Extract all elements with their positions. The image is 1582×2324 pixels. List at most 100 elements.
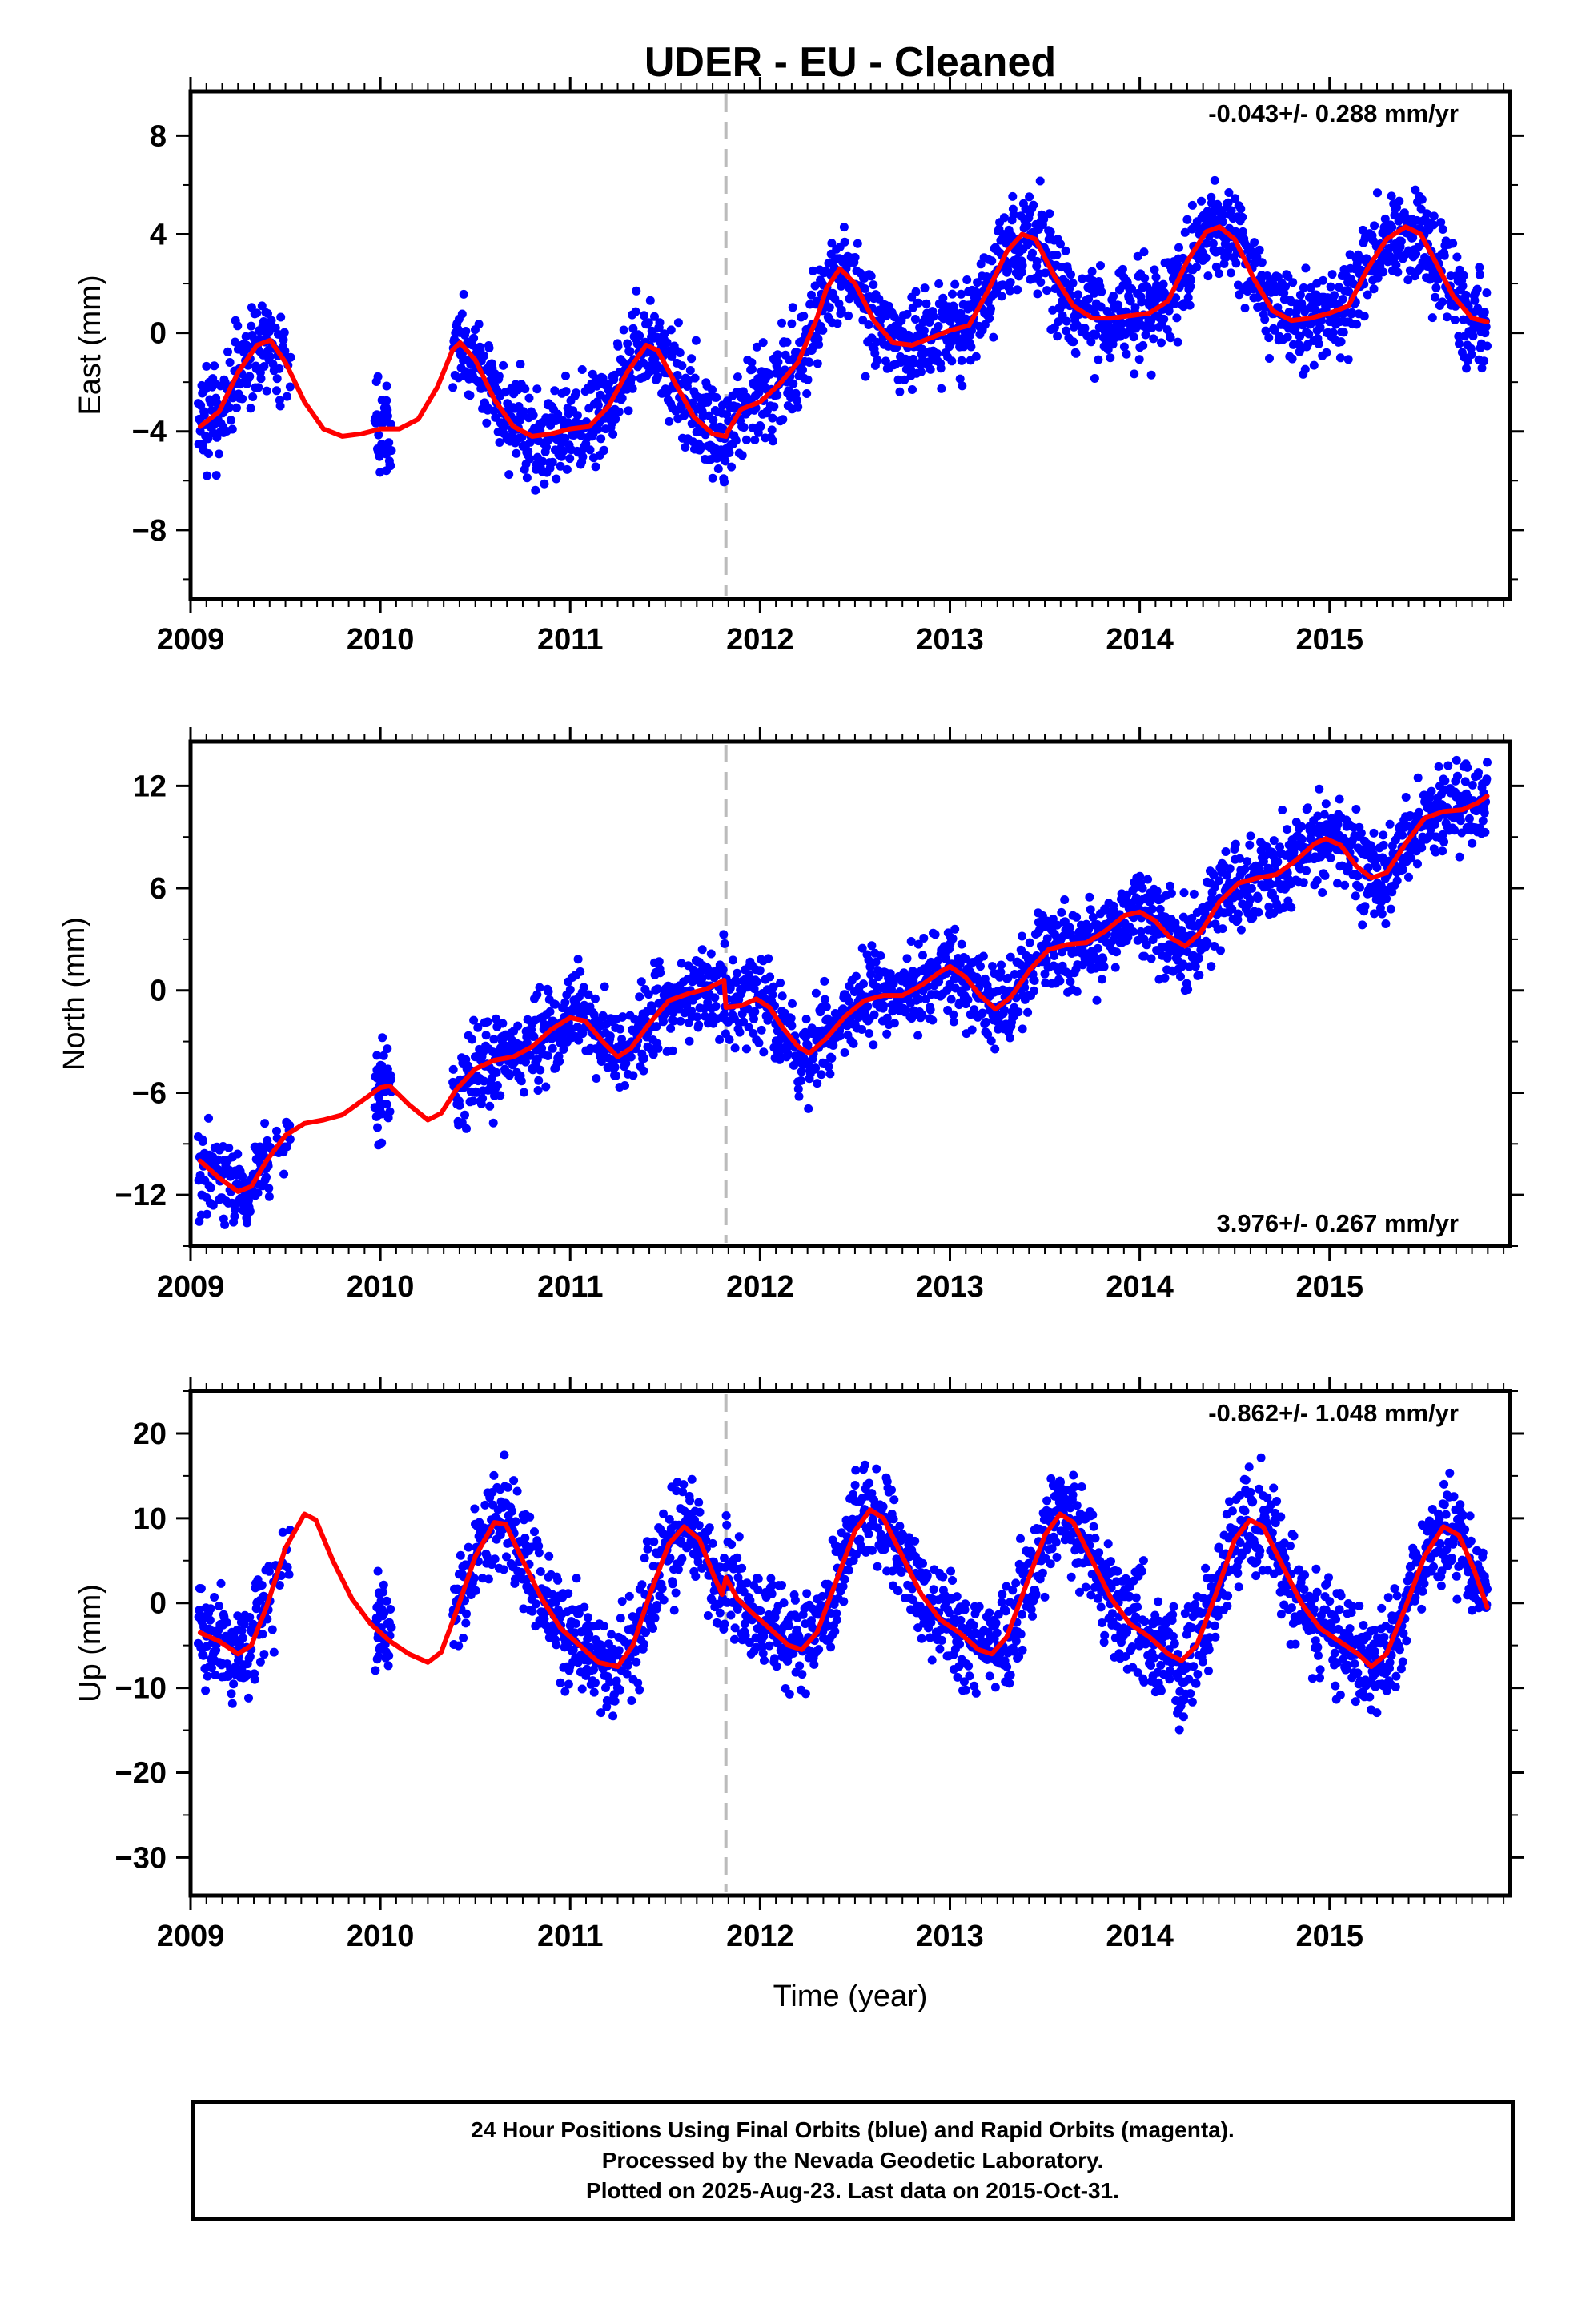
observation-point [238, 394, 247, 404]
observation-point [882, 1029, 892, 1039]
observation-point [1187, 200, 1197, 210]
observation-point [1387, 223, 1397, 232]
observation-point [1074, 290, 1083, 300]
observation-point [720, 477, 729, 487]
observation-point [635, 992, 644, 1002]
observation-point [1240, 304, 1250, 313]
observation-point [933, 349, 942, 358]
observation-point [1255, 245, 1264, 255]
observation-point [627, 374, 636, 384]
observation-point [1312, 876, 1322, 885]
y-tick-label: −6 [132, 1076, 167, 1110]
observation-point [1481, 322, 1491, 332]
x-tick-label: 2012 [726, 1270, 794, 1304]
observation-point [1227, 268, 1235, 278]
observation-point [1438, 225, 1447, 234]
observation-point [205, 1615, 215, 1625]
observation-point [1467, 350, 1476, 360]
observation-point [950, 924, 960, 934]
observation-point [659, 1017, 668, 1027]
observation-point [999, 1006, 1009, 1015]
observation-point [1053, 920, 1062, 930]
observation-point [468, 1096, 478, 1106]
observation-point [652, 372, 662, 382]
observation-point [1448, 239, 1458, 248]
y-minor-ticks [183, 785, 1518, 1247]
observation-point [1093, 943, 1102, 953]
observation-point [1006, 278, 1015, 287]
observation-point [1453, 771, 1462, 781]
observation-point [731, 436, 741, 445]
observation-point [850, 253, 860, 262]
observation-point [1326, 282, 1335, 292]
observation-point [267, 316, 276, 325]
observation-point [1151, 272, 1161, 282]
observation-point [784, 386, 793, 396]
observation-point [1380, 214, 1390, 223]
observation-point [752, 977, 761, 987]
observation-point [873, 356, 882, 365]
observation-point [1395, 196, 1404, 206]
observation-point [1172, 313, 1182, 323]
observation-point [691, 336, 701, 345]
observation-point [1335, 353, 1345, 363]
observation-point [810, 281, 820, 291]
observation-point [1042, 286, 1052, 296]
observation-point [499, 360, 508, 370]
observation-point [275, 364, 284, 373]
observation-point [1160, 973, 1170, 983]
observation-point [1041, 268, 1050, 278]
observation-point [1313, 811, 1323, 821]
observation-point [652, 1022, 661, 1031]
y-tick-label: −20 [115, 1756, 167, 1790]
observation-point [914, 995, 924, 1004]
observation-point [1092, 995, 1102, 1005]
observation-point [499, 1565, 508, 1574]
observation-point [957, 356, 966, 365]
observation-point [1138, 340, 1148, 350]
observation-point [713, 464, 723, 473]
observation-point [917, 1010, 927, 1019]
observation-point [600, 445, 608, 455]
observation-point [1231, 839, 1240, 849]
observation-point [1006, 1033, 1014, 1043]
observation-point [530, 1527, 539, 1537]
observation-point [1085, 892, 1094, 902]
observation-point [809, 266, 817, 275]
observation-point [540, 479, 549, 489]
observation-point [1470, 296, 1480, 305]
observation-point [936, 364, 946, 373]
observation-point [522, 1038, 532, 1047]
observation-point [462, 1124, 471, 1133]
observation-point [247, 321, 256, 331]
observation-point [934, 321, 943, 331]
observation-point [1006, 286, 1014, 296]
observation-point [379, 1580, 388, 1590]
observation-point [382, 396, 391, 405]
observation-point [1022, 221, 1032, 231]
observation-point [640, 311, 648, 320]
observation-point [471, 1586, 480, 1595]
observation-point [947, 356, 957, 366]
observation-point [203, 1671, 212, 1681]
observation-point [211, 471, 221, 480]
observation-point [811, 988, 821, 998]
observation-point [562, 464, 572, 474]
observation-point [461, 1618, 471, 1628]
observation-point [1225, 864, 1235, 874]
observation-point [256, 374, 266, 384]
observation-point [1025, 938, 1034, 947]
observation-point [644, 318, 653, 328]
observation-point [680, 1008, 689, 1018]
observation-point [1246, 831, 1255, 841]
observation-point [1029, 200, 1038, 210]
observation-point [1118, 264, 1127, 274]
observation-point [230, 1212, 239, 1221]
observation-point [900, 375, 909, 384]
observation-point [494, 372, 504, 381]
observation-point [373, 1123, 382, 1132]
observation-point [1219, 210, 1228, 219]
observation-point [560, 998, 570, 1007]
observation-point [374, 430, 383, 440]
observation-point [739, 423, 749, 432]
